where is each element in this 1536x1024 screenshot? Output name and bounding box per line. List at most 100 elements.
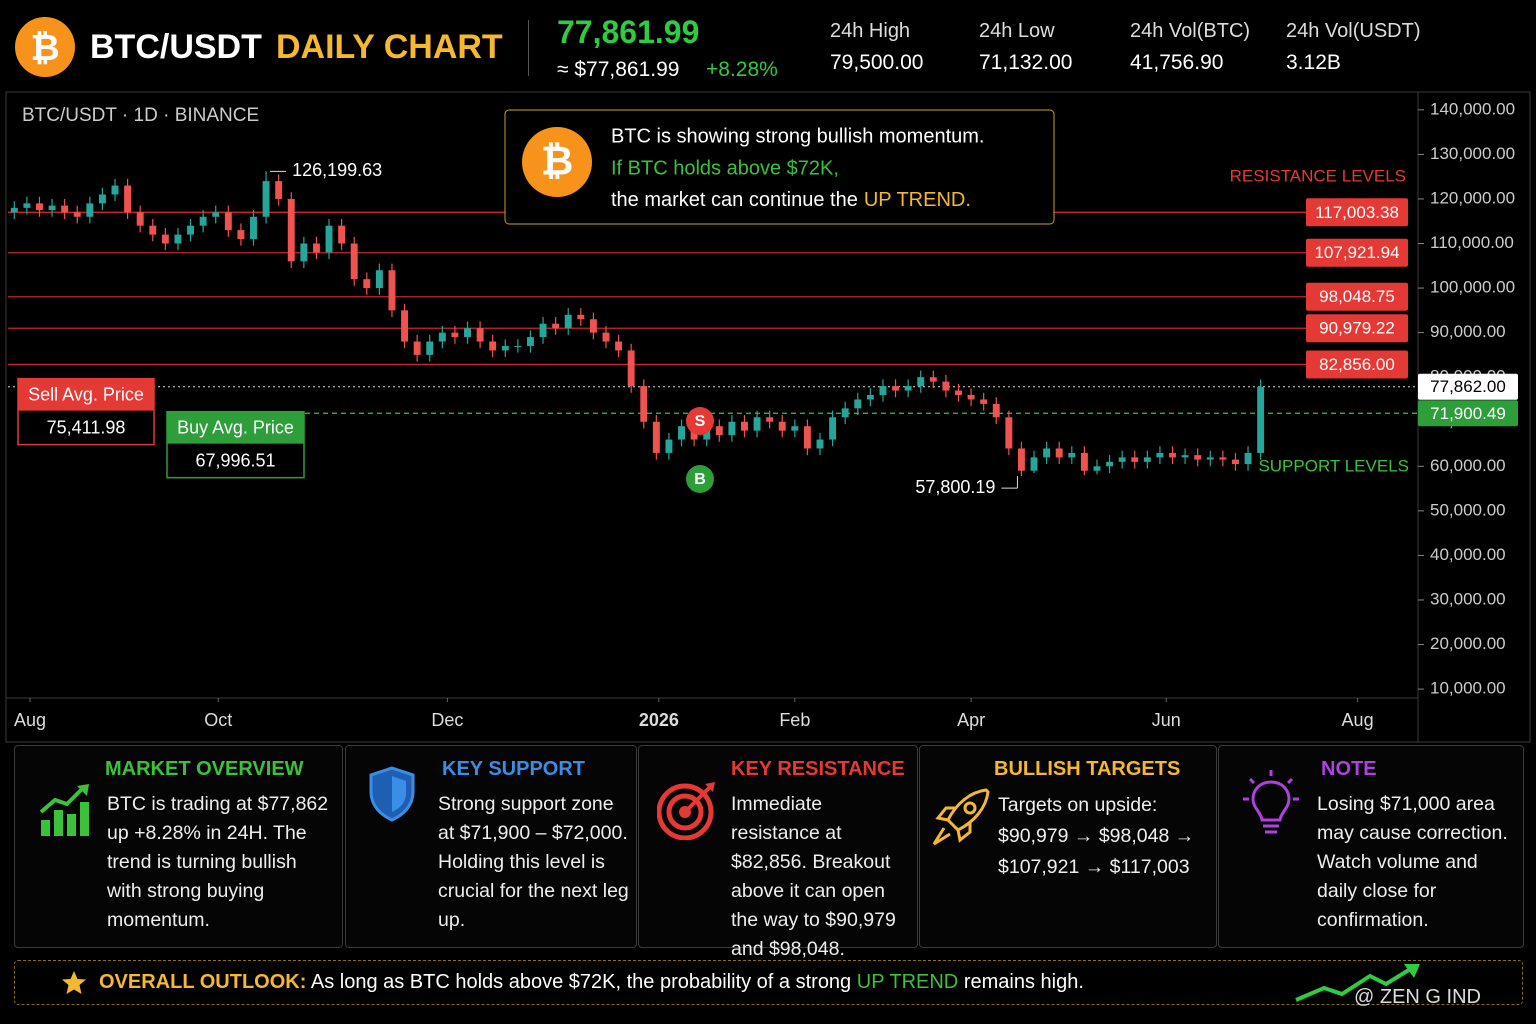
candle-body [791,426,799,431]
shield-icon [369,766,415,822]
callout-text: the market can continue the [611,189,858,211]
candle-body [1231,459,1239,465]
candle-body [1244,452,1252,465]
candle-body [904,386,912,391]
low-annotation: 57,800.19 [915,477,995,497]
y-tick-label: 30,000.00 [1430,589,1506,608]
candle-body [23,203,31,208]
candle-body [753,417,761,431]
candle-body [526,337,534,346]
stat-label: 24h Low [979,20,1055,42]
candle-body [1055,448,1063,458]
candle-body [86,203,94,217]
candle-body [212,212,220,217]
y-tick-label: 100,000.00 [1430,278,1515,297]
bulb-icon [1243,770,1299,834]
candle-body [866,395,874,400]
x-tick-label: Feb [779,710,810,730]
candle-body [803,426,811,449]
candle-body [564,314,572,329]
candle-body [73,212,81,217]
support-title: SUPPORT LEVELS [1258,456,1409,475]
stat-value: 3.12B [1286,51,1341,74]
candle-body [375,270,383,289]
buy-marker [686,465,714,493]
buy_avg-title: Buy Avg. Price [177,417,294,437]
stat-value: 71,132.00 [979,51,1073,74]
callout: ₿ BTC is showing strong bullish momentum… [504,109,1055,225]
card: KEY SUPPORT Strong support zone at $71,9… [345,745,637,948]
candle-body [187,225,195,235]
candle-body [136,212,144,226]
candle-body [1206,457,1214,460]
candle-body [1181,455,1189,458]
candle-body [300,243,308,262]
candle-body [61,205,69,213]
candle-body [1017,448,1025,471]
candle-body [287,198,295,262]
candle-body [602,332,610,342]
star-icon [62,971,86,994]
candle-body [174,234,182,244]
candle-body [1093,466,1101,471]
candle-body [489,341,497,351]
candle-body [589,319,597,333]
y-tick-label: 20,000.00 [1430,634,1506,653]
candle-body [929,377,937,382]
candle-body [237,230,245,240]
rocket-icon [932,788,990,846]
outlook-bar [14,960,1523,1005]
candle-body [892,386,900,391]
candle-body [10,207,18,213]
card-title: MARKET OVERVIEW [105,758,304,780]
stat-label: 24h Vol(BTC) [1130,20,1251,42]
stat-label: 24h Vol(USDT) [1286,20,1421,42]
buy_avg-label: 67,996.51 [195,450,275,470]
candle-body [388,270,396,311]
y-tick-label: 90,000.00 [1430,322,1506,341]
card-text: Strong support zone at $71,900 – $72,000… [438,793,629,931]
bitcoin-icon [522,127,592,197]
resistance-label: 117,003.38 [1315,203,1399,222]
resistance-title: RESISTANCE LEVELS [1230,166,1406,185]
candle-body [350,243,358,280]
candles [10,171,1265,477]
x-tick-label: Aug [1342,710,1374,730]
y-tick-label: 10,000.00 [1430,679,1506,698]
resistance-badge [1306,282,1408,311]
candle-body [250,216,257,240]
candle-body [1169,452,1176,458]
x-tick-label: Oct [204,710,232,730]
candle-body [413,341,421,355]
watermark: @ ZEN G IND [1354,986,1481,1008]
candle-body [325,225,333,253]
candle-body [48,205,56,211]
candle-body [1257,386,1265,453]
card: MARKET OVERVIEW BTC is trading at $77,86… [14,745,343,948]
candle-body [992,403,1000,418]
candle-body [728,421,736,436]
candle-body [841,408,849,418]
candle-body [262,181,270,217]
candle-body [426,341,434,355]
candle-body [615,341,623,351]
outlook-highlight: UP TREND [856,971,959,993]
sell_avg-label: 75,411.98 [47,417,126,437]
buy_avg-header [167,411,304,444]
resistance-label: 90,979.22 [1319,319,1395,338]
outlook: OVERALL OUTLOOK: As long as BTC holds ab… [99,971,1084,994]
candle-body [1043,448,1051,458]
resistance-badge [1306,314,1408,343]
card: KEY RESISTANCE Immediate resistance at $… [638,745,918,960]
candle-body [539,323,547,338]
card: NOTE Losing $71,000 area may cause corre… [1218,745,1524,948]
candle-body [1156,452,1164,458]
card-text: BTC is trading at $77,862 up +8.28% in 2… [107,793,329,931]
price-change: +8.28% [706,58,778,81]
chart: BTC/USDT · 1D · BINANCE RESISTANCE LEVEL… [5,91,1531,743]
y-tick-label: 60,000.00 [1430,456,1506,475]
resistance-badge [1306,238,1408,267]
trend-icon [1295,964,1420,1002]
candle-body [665,439,673,453]
resistance-badge [1306,350,1408,379]
